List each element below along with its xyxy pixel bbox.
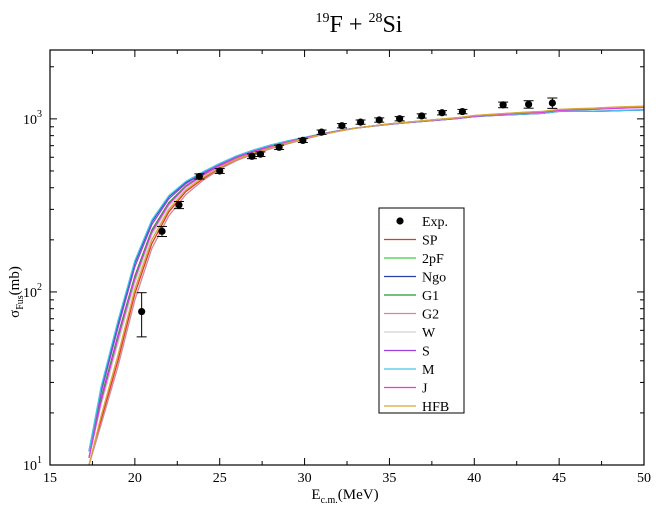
series-line-m [88,109,644,452]
y-axis-label-main: σ [7,310,23,318]
exp-point [297,136,308,144]
x-tick-label: 40 [467,471,481,486]
data-point [175,201,183,209]
series-line-2pf [88,106,644,458]
data-point [356,118,365,126]
data-point [317,128,326,136]
data-point [548,99,556,107]
exp-point [523,100,534,109]
exp-point [498,101,509,109]
data-point [138,307,146,316]
x-tick-label: 50 [637,471,651,486]
legend-label-2pf: 2pF [422,252,444,267]
series-line-w [88,105,644,458]
data-point [524,100,533,108]
data-point [275,143,283,151]
legend-label-ngo: Ngo [422,271,446,286]
exp-point [194,172,205,181]
legend-label-j: J [422,382,428,397]
series-line-hfb [88,105,644,465]
exp-point [255,150,266,158]
series-line-g1 [88,106,644,458]
series-line-j [88,106,644,458]
data-point [418,112,426,120]
series-line-sp [88,105,644,465]
exp-point [173,201,184,210]
x-axis-label-unit: (MeV) [338,487,379,503]
exp-point [316,128,327,136]
legend-label-hfb: HFB [422,400,449,415]
x-axis-label-sub: c.m. [321,495,338,506]
y-axis-label-sub: Fus [15,295,26,310]
exp-point [214,167,225,175]
legend-label-sp: SP [422,234,438,249]
legend-label-exp: Exp. [422,215,448,230]
chart-title: 19F + 28Si [316,11,403,38]
y-tick-label: 102 [23,282,42,301]
experimental-points [136,97,558,338]
legend-label-w: W [422,326,436,341]
exp-point [157,225,168,238]
legend-label-m: M [422,363,435,378]
data-point [375,116,383,124]
x-axis-label-main: E [311,487,320,503]
x-tick-label: 45 [552,471,566,486]
data-point [248,152,256,160]
exp-point [336,122,347,130]
exp-point [246,152,257,160]
data-point [216,167,224,175]
data-point [158,227,166,235]
exp-point [547,97,558,109]
series-line-s [88,109,644,452]
legend-marker-exp [396,217,404,225]
x-axis-label: Ec.m.(MeV) [311,487,378,506]
data-point [499,101,507,109]
data-point [256,150,265,158]
x-tick-label: 35 [382,471,396,486]
data-point [338,122,346,130]
series-line-g2 [88,105,644,465]
title-mass2: 28 [368,11,382,26]
x-tick-label: 20 [128,471,142,486]
exp-point [437,109,448,117]
x-tick-label: 25 [213,471,227,486]
x-tick-label: 15 [43,471,57,486]
y-tick-label: 103 [23,109,42,128]
axes: 15 20 25 30 35 40 45 50 101 102 103 [23,49,651,486]
legend-label-s: S [422,345,430,360]
data-point [458,107,467,116]
exp-point [457,107,468,116]
data-point [438,109,446,117]
legend-label-g2: G2 [422,308,439,323]
exp-point [416,112,427,120]
model-curves [88,105,644,465]
title-plus: + [343,12,369,38]
legend-label-g1: G1 [422,289,439,304]
y-axis-label-unit: (mb) [7,266,23,295]
data-point [195,172,203,181]
title-mass1: 19 [316,11,330,26]
data-point [396,115,404,123]
legend-box [378,207,465,414]
series-line-ngo [88,109,644,452]
exp-point [355,118,366,126]
y-axis-label: σFus(mb) [7,266,26,318]
exp-point [274,143,285,151]
title-elem2: Si [382,12,402,38]
y-tick-label: 101 [23,455,42,474]
x-tick-label: 30 [298,471,312,486]
title-elem1: F [330,12,343,38]
exp-point [394,115,405,123]
data-point [299,136,307,144]
exp-point [136,292,147,338]
exp-point [374,116,385,124]
